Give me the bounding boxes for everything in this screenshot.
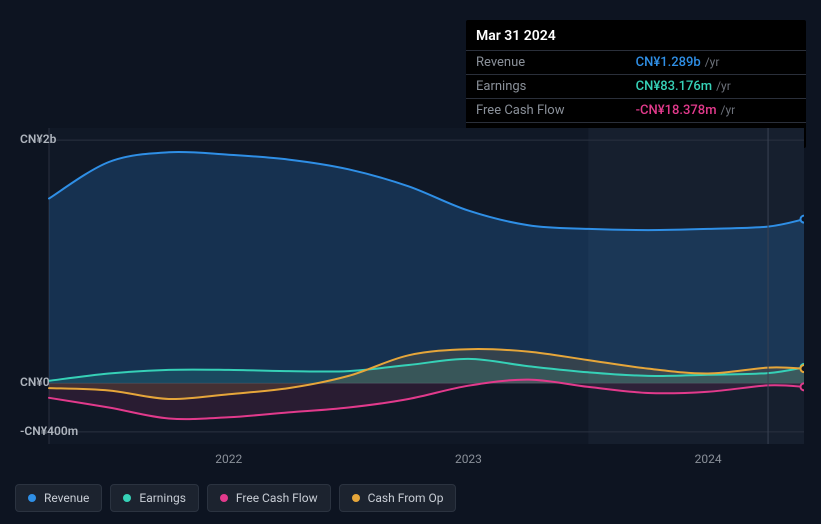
legend-dot: [352, 494, 360, 502]
legend-label: Cash From Op: [368, 491, 444, 505]
tooltip-value: -CN¥18.378m/yr: [626, 99, 806, 123]
legend-item[interactable]: Cash From Op: [339, 484, 457, 512]
tooltip-row: RevenueCN¥1.289b/yr: [466, 51, 806, 75]
legend: Revenue Earnings Free Cash Flow Cash From O…: [15, 484, 456, 512]
tooltip-label: Free Cash Flow: [466, 99, 626, 123]
tooltip-label: Revenue: [466, 51, 626, 75]
plot-area[interactable]: [15, 128, 804, 444]
x-tick-label: 2023: [455, 452, 482, 466]
tooltip-value: CN¥83.176m/yr: [626, 75, 806, 99]
tooltip-label: Earnings: [466, 75, 626, 99]
legend-label: Revenue: [44, 491, 89, 505]
tooltip-row: Free Cash Flow-CN¥18.378m/yr: [466, 99, 806, 123]
legend-dot: [28, 494, 36, 502]
y-tick-label: -CN¥400m: [20, 424, 78, 438]
legend-label: Earnings: [139, 491, 186, 505]
y-tick-label: CN¥0: [20, 375, 50, 389]
legend-dot: [123, 494, 131, 502]
tooltip-row: EarningsCN¥83.176m/yr: [466, 75, 806, 99]
x-tick-label: 2024: [695, 452, 722, 466]
legend-label: Free Cash Flow: [236, 491, 318, 505]
tooltip-date: Mar 31 2024: [466, 22, 806, 50]
legend-item[interactable]: Revenue: [15, 484, 102, 512]
legend-dot: [220, 494, 228, 502]
tooltip-value: CN¥1.289b/yr: [626, 51, 806, 75]
legend-item[interactable]: Earnings: [110, 484, 199, 512]
legend-item[interactable]: Free Cash Flow: [207, 484, 331, 512]
chart-container: Mar 31 2024 RevenueCN¥1.289b/yrEarningsC…: [0, 0, 821, 524]
y-tick-label: CN¥2b: [20, 132, 56, 146]
chart-svg: [15, 128, 804, 444]
x-tick-label: 2022: [215, 452, 242, 466]
